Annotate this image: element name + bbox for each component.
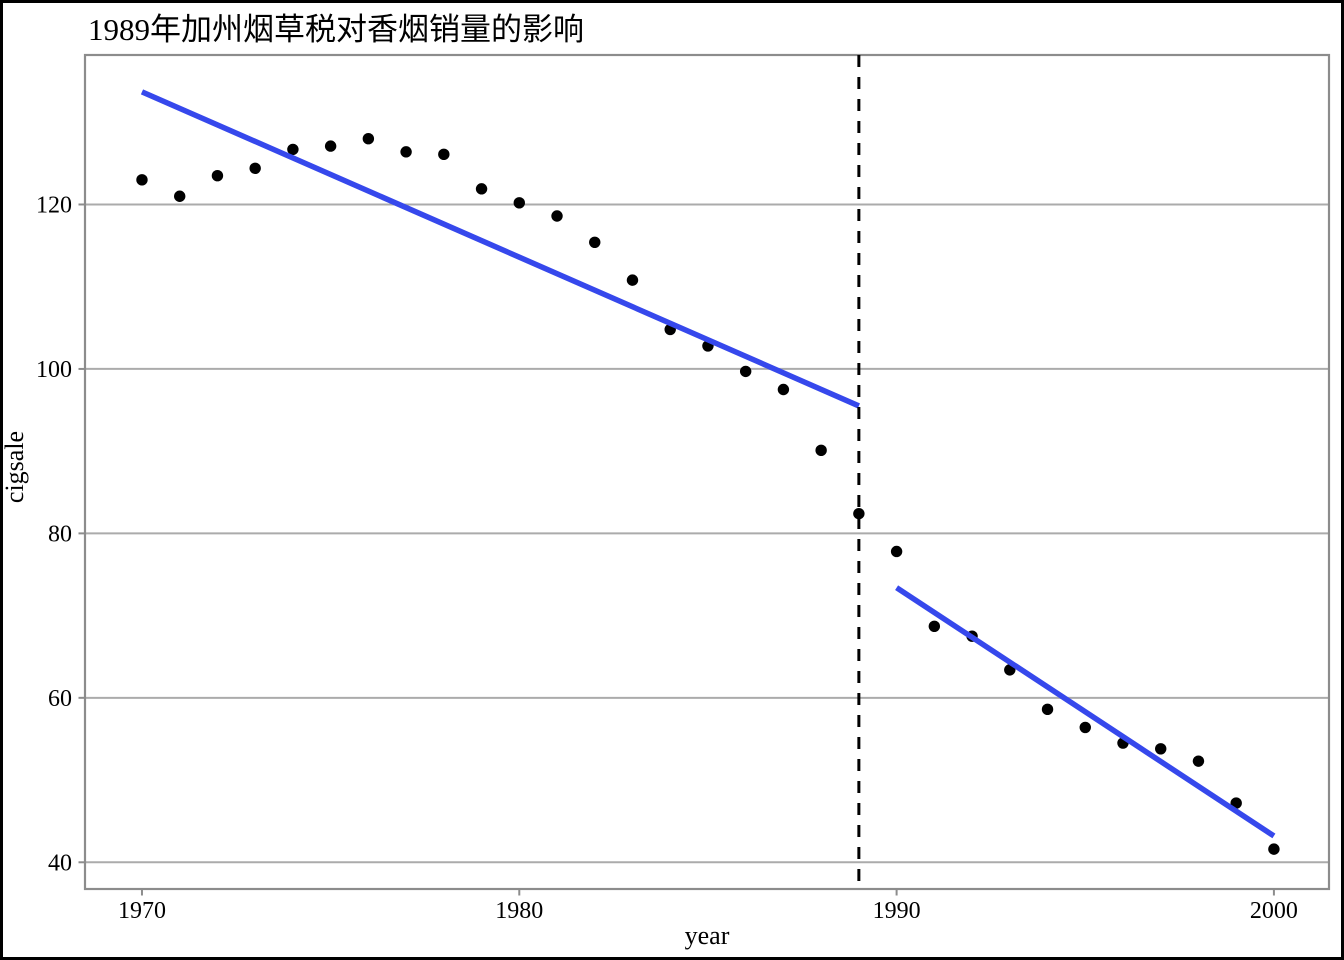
x-axis-label: year	[685, 921, 730, 950]
y-tick-label-40: 40	[48, 850, 72, 876]
data-point-1994	[1041, 703, 1054, 716]
y-tick-label-120: 120	[36, 192, 72, 218]
fit-lines	[140, 89, 1276, 839]
data-point-1990	[890, 545, 903, 558]
data-point-1972	[211, 170, 224, 182]
data-point-1970	[136, 174, 148, 186]
scatter-points	[136, 133, 1280, 855]
gridlines	[85, 203, 1329, 864]
y-tick-label-100: 100	[36, 357, 72, 383]
data-point-1988	[815, 444, 827, 457]
y-axis-label: cigsale	[0, 431, 29, 503]
data-point-1973	[249, 162, 261, 175]
data-point-1998	[1192, 755, 1205, 767]
plot-panel	[83, 53, 1331, 891]
data-point-1980	[513, 197, 525, 209]
x-tick-label-2000: 2000	[1250, 898, 1298, 924]
data-point-2000	[1268, 843, 1280, 855]
data-point-1974	[287, 143, 299, 156]
data-point-1983	[626, 274, 639, 286]
y-tick-label-60: 60	[48, 686, 72, 712]
axis-ticks	[78, 203, 1275, 896]
post-tax-linear-fit	[895, 585, 1276, 839]
data-point-1977	[400, 146, 412, 158]
pre-tax-linear-fit	[140, 89, 860, 409]
data-point-1979	[475, 183, 488, 195]
y-tick-label-80: 80	[48, 521, 72, 547]
data-point-1978	[438, 148, 450, 161]
x-tick-label-1970: 1970	[118, 898, 166, 924]
data-point-1986	[739, 365, 752, 378]
data-point-1997	[1155, 743, 1167, 755]
data-point-1999	[1230, 797, 1242, 809]
data-point-1982	[589, 236, 601, 249]
x-tick-label-1990: 1990	[873, 898, 921, 924]
data-point-1991	[928, 620, 941, 632]
data-point-1976	[362, 133, 375, 145]
x-tick-label-1980: 1980	[495, 898, 543, 924]
data-point-1975	[324, 140, 337, 152]
data-point-1987	[777, 383, 790, 396]
chart-title: 1989年加州烟草税对香烟销量的影响	[88, 12, 584, 47]
data-point-1971	[174, 190, 186, 202]
data-point-1995	[1079, 721, 1091, 734]
data-point-1981	[551, 210, 563, 222]
data-point-1989	[853, 507, 865, 520]
axis-tick-labels: 1970 1980 1990 2000 40 60 80 100 120	[36, 192, 1298, 924]
